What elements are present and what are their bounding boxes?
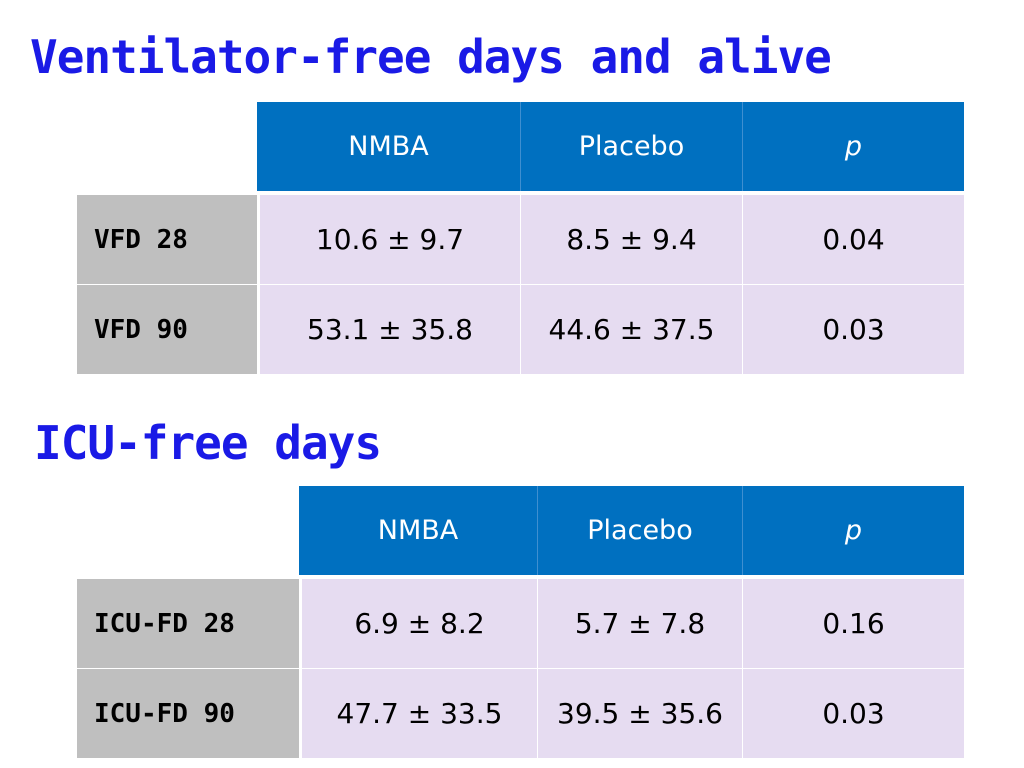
header-nmba: NMBA <box>299 486 537 575</box>
nmba-value: 53.1 ± 35.8 <box>257 285 520 374</box>
p-value: 0.03 <box>742 285 964 374</box>
row-label: VFD 90 <box>77 285 257 374</box>
table-row: ICU-FD 28 6.9 ± 8.2 5.7 ± 7.8 0.16 <box>77 579 964 668</box>
ventilator-free-days-table: NMBA Placebo p VFD 28 10.6 ± 9.7 8.5 ± 9… <box>77 102 964 374</box>
nmba-value: 47.7 ± 33.5 <box>299 669 537 758</box>
ventilator-free-days-title: Ventilator-free days and alive <box>30 30 832 84</box>
placebo-value: 39.5 ± 35.6 <box>537 669 742 758</box>
placebo-value: 44.6 ± 37.5 <box>520 285 742 374</box>
placebo-value: 5.7 ± 7.8 <box>537 579 742 668</box>
nmba-value: 6.9 ± 8.2 <box>299 579 537 668</box>
table-row: ICU-FD 90 47.7 ± 33.5 39.5 ± 35.6 0.03 <box>77 668 964 758</box>
header-placebo: Placebo <box>537 486 742 575</box>
row-label: ICU-FD 90 <box>77 669 299 758</box>
empty-header-cell <box>77 486 299 575</box>
p-value: 0.16 <box>742 579 964 668</box>
p-value: 0.04 <box>742 195 964 284</box>
placebo-value: 8.5 ± 9.4 <box>520 195 742 284</box>
header-p-value: p <box>742 486 964 575</box>
p-value: 0.03 <box>742 669 964 758</box>
row-label: VFD 28 <box>77 195 257 284</box>
row-label: ICU-FD 28 <box>77 579 299 668</box>
table-header-row: NMBA Placebo p <box>77 486 964 575</box>
empty-header-cell <box>77 102 257 191</box>
table-header-row: NMBA Placebo p <box>77 102 964 191</box>
icu-free-days-table: NMBA Placebo p ICU-FD 28 6.9 ± 8.2 5.7 ±… <box>77 486 964 758</box>
table-row: VFD 90 53.1 ± 35.8 44.6 ± 37.5 0.03 <box>77 284 964 374</box>
header-p-value: p <box>742 102 964 191</box>
header-nmba: NMBA <box>257 102 520 191</box>
nmba-value: 10.6 ± 9.7 <box>257 195 520 284</box>
icu-free-days-title: ICU-free days <box>34 416 382 470</box>
header-placebo: Placebo <box>520 102 742 191</box>
table-row: VFD 28 10.6 ± 9.7 8.5 ± 9.4 0.04 <box>77 195 964 284</box>
